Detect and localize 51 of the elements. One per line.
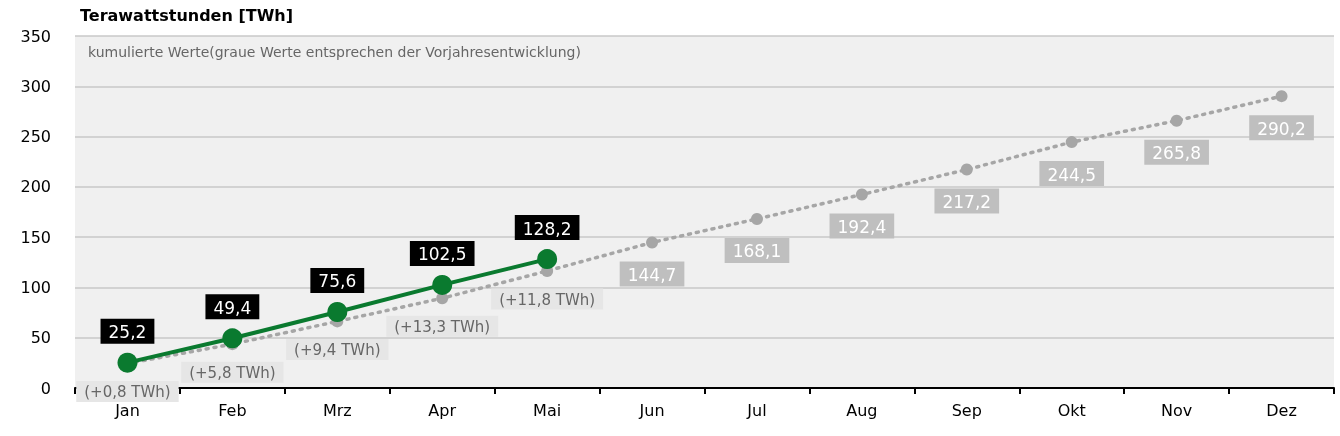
data-label: 265,8: [1152, 143, 1201, 164]
point: [855, 188, 868, 201]
x-tick-label: Feb: [218, 400, 247, 420]
x-tick-label: Apr: [428, 400, 457, 420]
data-label: 102,5: [417, 244, 467, 265]
annotation: (+0,8 TWh): [84, 383, 171, 402]
annotation: (+11,8 TWh): [499, 290, 596, 309]
point: [537, 249, 558, 270]
point: [750, 212, 763, 225]
y-tick-label: 250: [20, 127, 51, 147]
x-tick-label: Jul: [746, 400, 767, 420]
data-label: 244,5: [1047, 164, 1097, 185]
point: [432, 274, 453, 295]
point: [1170, 114, 1183, 127]
point: [960, 163, 973, 176]
x-tick-label: Aug: [846, 400, 878, 420]
point: [327, 301, 348, 322]
x-tick-label: Dez: [1266, 400, 1297, 420]
x-tick-label: Mrz: [322, 400, 352, 420]
y-tick-label: 300: [20, 76, 51, 96]
data-label: 75,6: [318, 271, 357, 292]
x-tick-label: Okt: [1057, 400, 1086, 420]
annotation: (+9,4 TWh): [294, 341, 381, 360]
annotation: (+13,3 TWh): [394, 318, 491, 337]
data-label: 25,2: [108, 322, 147, 343]
data-label: 144,7: [627, 264, 677, 285]
y-tick-label: 200: [20, 177, 51, 197]
point: [222, 328, 243, 349]
y-axis-title: Terawattstunden [TWh]: [80, 5, 293, 25]
data-label: 128,2: [522, 218, 572, 239]
data-label: 290,2: [1257, 118, 1306, 139]
x-tick-label: Nov: [1161, 400, 1193, 420]
x-tick-label: Jun: [638, 400, 665, 420]
x-tick-label: Jan: [114, 400, 140, 420]
point: [1065, 136, 1078, 149]
y-tick-label: 0: [40, 378, 51, 398]
data-label: 192,4: [837, 217, 887, 237]
data-label: 168,1: [732, 241, 782, 262]
data-label: 49,4: [213, 297, 252, 318]
annotation: (+5,8 TWh): [189, 364, 276, 383]
y-tick-label: 350: [20, 26, 51, 46]
y-tick-label: 150: [20, 227, 51, 247]
point: [117, 352, 138, 373]
point: [646, 236, 659, 249]
annotation: kumulierte Werte(graue Werte entsprechen der Vorjahresentwicklung): [88, 44, 581, 60]
point: [1275, 90, 1288, 103]
x-tick-label: Mai: [533, 400, 562, 420]
y-tick-label: 50: [30, 328, 51, 348]
data-label: 217,2: [942, 192, 992, 213]
x-tick-label: Sep: [951, 400, 982, 420]
y-tick-label: 100: [20, 277, 51, 297]
